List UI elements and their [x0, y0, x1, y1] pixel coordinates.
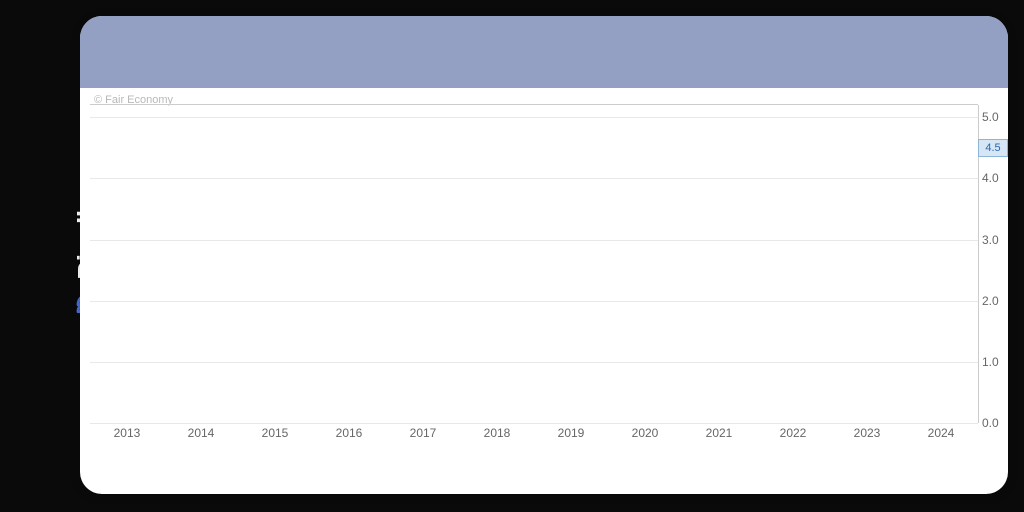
- bars-container: [90, 105, 978, 423]
- x-tick-label: 2019: [558, 426, 585, 440]
- y-tick-label: 3.0: [982, 233, 1004, 247]
- x-tick-label: 2017: [410, 426, 437, 440]
- chart-area: 0.01.02.03.04.05.0 4.5: [90, 104, 978, 424]
- y-tick-label: 1.0: [982, 355, 1004, 369]
- current-value-marker: 4.5: [978, 139, 1008, 157]
- y-tick-label: 5.0: [982, 110, 1004, 124]
- card-header-band: [80, 16, 1008, 88]
- x-tick-label: 2018: [484, 426, 511, 440]
- x-axis: 2013 2014 2015 2016 2017 2018 2019 2020 2021 2022…: [90, 426, 978, 446]
- x-tick-label: 2021: [706, 426, 733, 440]
- x-tick-label: 2022: [780, 426, 807, 440]
- x-tick-label: 2023: [854, 426, 881, 440]
- y-tick-label: 0.0: [982, 416, 1004, 430]
- x-tick-label: 2024: [928, 426, 955, 440]
- x-tick-label: 2014: [188, 426, 215, 440]
- x-tick-label: 2020: [632, 426, 659, 440]
- y-tick-label: 2.0: [982, 294, 1004, 308]
- chart-card: © Fair Economy 0.01.02.03.04.05.0 4.5 20…: [80, 16, 1008, 494]
- gridline: [90, 423, 978, 424]
- x-tick-label: 2013: [114, 426, 141, 440]
- y-tick-label: 4.0: [982, 171, 1004, 185]
- x-tick-label: 2015: [262, 426, 289, 440]
- x-tick-label: 2016: [336, 426, 363, 440]
